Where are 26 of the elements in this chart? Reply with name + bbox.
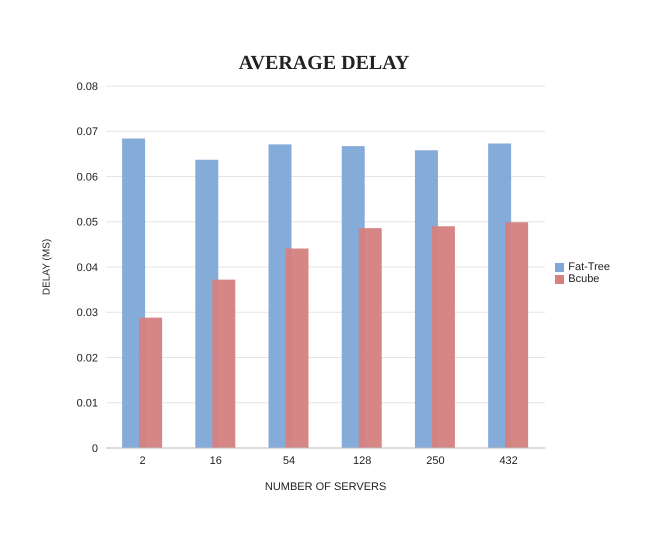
y-tick-label: 0.02 bbox=[76, 352, 98, 364]
x-tick-label: 16 bbox=[210, 454, 222, 467]
y-tick-label: 0.01 bbox=[76, 398, 98, 410]
bar bbox=[432, 226, 455, 448]
y-tick-label: 0.08 bbox=[76, 80, 98, 93]
bar bbox=[139, 318, 162, 448]
x-tick-label: 250 bbox=[426, 454, 445, 467]
legend-label: Fat-Tree bbox=[568, 261, 610, 273]
bar bbox=[505, 222, 528, 448]
x-axis-title: NUMBER OF SERVERS bbox=[264, 481, 386, 493]
x-tick-label: 2 bbox=[140, 454, 146, 467]
y-tick-label: 0.03 bbox=[76, 307, 98, 320]
y-tick-label: 0 bbox=[92, 442, 98, 455]
y-tick-label: 0.06 bbox=[76, 171, 98, 184]
y-tick-label: 0.07 bbox=[76, 126, 98, 138]
bar bbox=[358, 228, 382, 448]
legend-label: Bcube bbox=[568, 273, 600, 285]
x-tick-label: 432 bbox=[499, 454, 518, 467]
bar bbox=[212, 280, 236, 448]
y-tick-label: 0.05 bbox=[76, 216, 98, 229]
bar bbox=[286, 248, 309, 448]
y-tick-label: 0.04 bbox=[76, 262, 98, 274]
chart-title: AVERAGE DELAY bbox=[238, 52, 410, 75]
x-tick-label: 54 bbox=[282, 454, 296, 467]
x-tick-label: 128 bbox=[353, 454, 372, 467]
y-axis-title: DELAY (MS) bbox=[42, 238, 53, 296]
